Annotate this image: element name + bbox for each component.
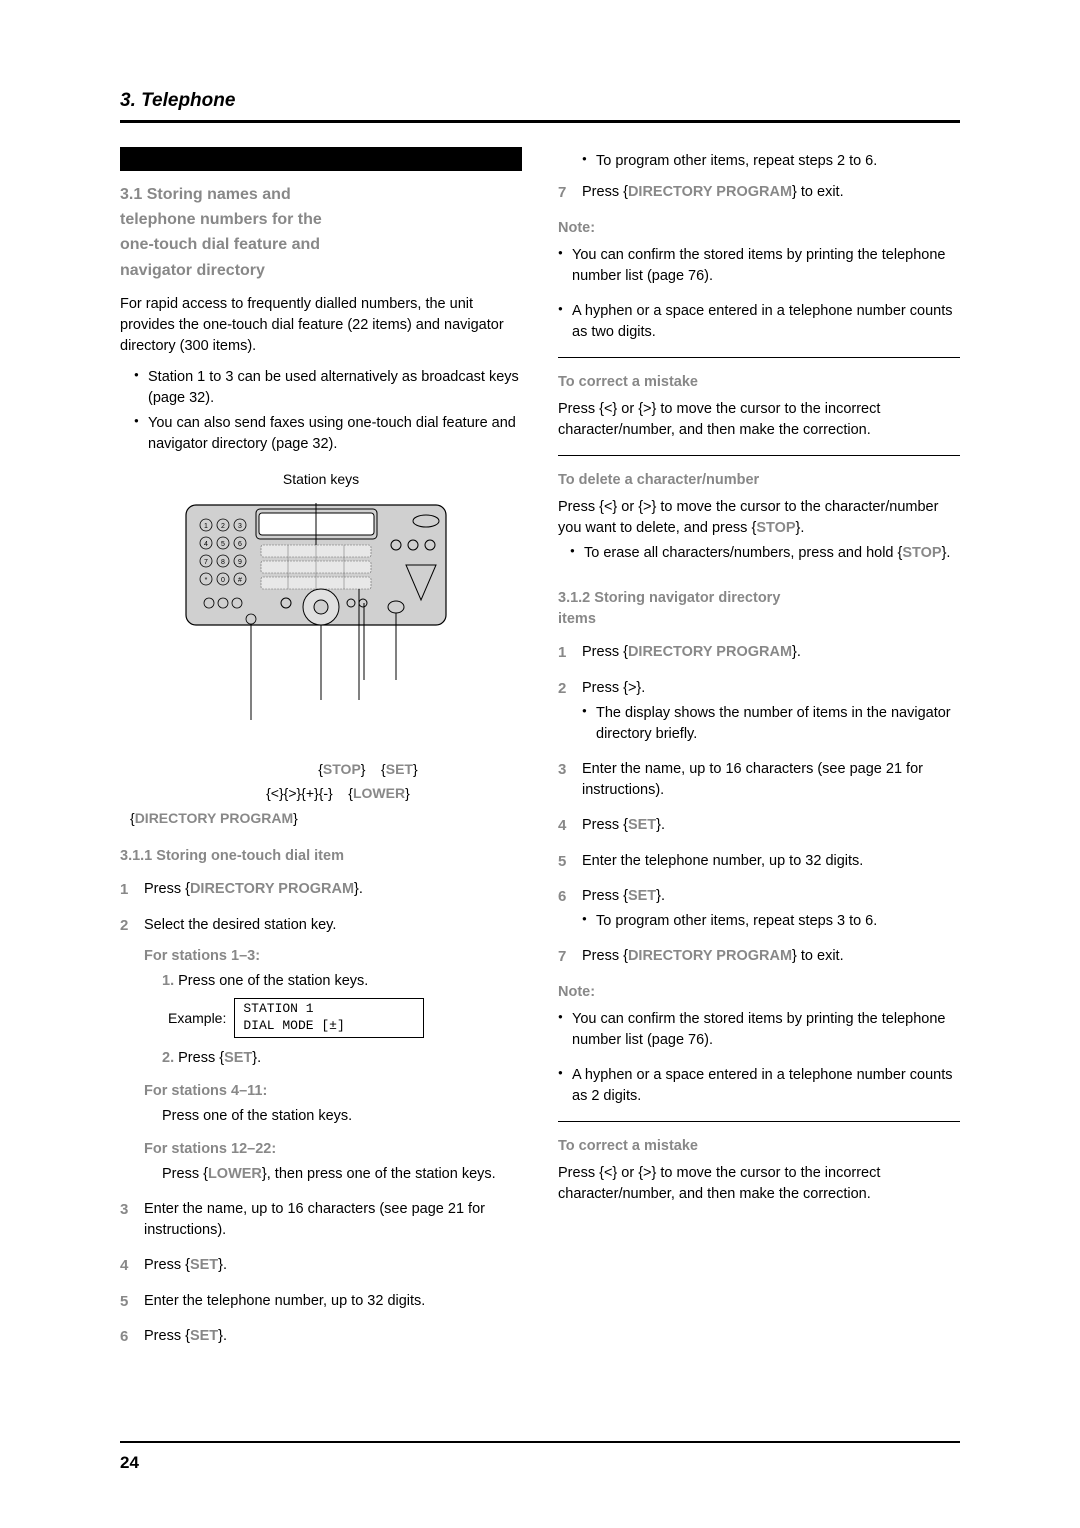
- svg-text:1: 1: [204, 523, 208, 530]
- mistake-para: Press {<} or {>} to move the cursor to t…: [558, 399, 960, 441]
- stations-1-3: For stations 1–3:: [144, 946, 522, 967]
- svg-text:6: 6: [238, 541, 242, 548]
- r-mistake-title: To correct a mistake: [558, 1136, 960, 1157]
- section-title-line1: 3.1 Storing names and: [120, 183, 522, 206]
- section-title-line2: telephone numbers for the: [120, 208, 522, 231]
- page-footer: 24: [120, 1441, 960, 1473]
- step6-continuation: To program other items, repeat steps 2 t…: [582, 151, 960, 172]
- svg-text:#: #: [238, 577, 242, 584]
- divider-2: [558, 455, 960, 456]
- step-2: 2 Select the desired station key. For st…: [120, 915, 522, 1185]
- r-mistake-para: Press {<} or {>} to move the cursor to t…: [558, 1163, 960, 1205]
- lcd-example: STATION 1 DIAL MODE [±]: [234, 998, 424, 1038]
- delete-para: Press {<} or {>} to move the cursor to t…: [558, 497, 960, 539]
- step-6: 6 Press {SET}.: [120, 1326, 522, 1348]
- key-row-1: {STOP} {SET}: [120, 759, 522, 779]
- delete-title: To delete a character/number: [558, 470, 960, 491]
- device-diagram: 1 2 3 4 5 6 7 8 9 * 0 #: [181, 495, 461, 755]
- stations-12-22: For stations 12–22:: [144, 1139, 522, 1160]
- step-num-2: 2: [120, 915, 144, 1185]
- right-column: To program other items, repeat steps 2 t…: [558, 147, 960, 1362]
- divider-3: [558, 1121, 960, 1122]
- subsection-312-a: 3.1.2 Storing navigator directory: [558, 588, 960, 609]
- subsection-312-b: items: [558, 609, 960, 630]
- svg-text:5: 5: [221, 541, 225, 548]
- svg-text:*: *: [205, 577, 208, 584]
- svg-text:9: 9: [238, 559, 242, 566]
- step-5: 5 Enter the telephone number, up to 32 d…: [120, 1291, 522, 1313]
- r-step-6: 6 Press {SET}. To program other items, r…: [558, 886, 960, 932]
- r-step-1: 1 Press {DIRECTORY PROGRAM}.: [558, 642, 960, 664]
- note-list: You can confirm the stored items by prin…: [558, 245, 960, 343]
- intro-bullets: Station 1 to 3 can be used alternatively…: [120, 367, 522, 455]
- divider-1: [558, 357, 960, 358]
- step-7: 7 Press {DIRECTORY PROGRAM} to exit.: [558, 182, 960, 204]
- page-number: 24: [120, 1453, 960, 1473]
- section-title-line4: navigator directory: [120, 259, 522, 282]
- svg-text:4: 4: [204, 541, 208, 548]
- station-keys-label: Station keys: [120, 469, 522, 489]
- key-row-2: {<}{>}{+}{-} {LOWER}: [120, 783, 522, 803]
- left-column: 3.1 Storing names and telephone numbers …: [120, 147, 522, 1362]
- section-title-line3: one-touch dial feature and: [120, 233, 522, 256]
- r-step-7: 7 Press {DIRECTORY PROGRAM} to exit.: [558, 946, 960, 968]
- svg-text:2: 2: [221, 523, 225, 530]
- step-body-1: Press {DIRECTORY PROGRAM}.: [144, 879, 522, 901]
- svg-text:3: 3: [238, 523, 242, 530]
- delete-bullet: To erase all characters/numbers, press a…: [570, 543, 960, 564]
- mistake-title: To correct a mistake: [558, 372, 960, 393]
- r-step-4: 4 Press {SET}.: [558, 815, 960, 837]
- stations-4-11: For stations 4–11:: [144, 1081, 522, 1102]
- intro-bullet-2: You can also send faxes using one-touch …: [134, 413, 522, 455]
- svg-text:7: 7: [204, 559, 208, 566]
- svg-text:0: 0: [221, 577, 225, 584]
- svg-text:8: 8: [221, 559, 225, 566]
- step-4: 4 Press {SET}.: [120, 1255, 522, 1277]
- r-note-label: Note:: [558, 982, 960, 1003]
- page-header: 3. Telephone: [120, 90, 960, 123]
- subsection-311: 3.1.1 Storing one-touch dial item: [120, 846, 522, 867]
- step-body-2: Select the desired station key. For stat…: [144, 915, 522, 1185]
- key-row-3: {DIRECTORY PROGRAM}: [130, 808, 522, 828]
- note-label: Note:: [558, 218, 960, 239]
- step-1: 1 Press {DIRECTORY PROGRAM}.: [120, 879, 522, 901]
- r-step-5: 5 Enter the telephone number, up to 32 d…: [558, 851, 960, 873]
- section-bar: [120, 147, 522, 171]
- chapter-title: 3. Telephone: [120, 90, 960, 112]
- r-step-2: 2 Press {>}. The display shows the numbe…: [558, 678, 960, 745]
- main-content: 3.1 Storing names and telephone numbers …: [120, 147, 960, 1362]
- step-3: 3 Enter the name, up to 16 characters (s…: [120, 1199, 522, 1241]
- intro-para: For rapid access to frequently dialled n…: [120, 294, 522, 357]
- intro-bullet-1: Station 1 to 3 can be used alternatively…: [134, 367, 522, 409]
- step-num-1: 1: [120, 879, 144, 901]
- r-step-3: 3 Enter the name, up to 16 characters (s…: [558, 759, 960, 801]
- example-row: Example: STATION 1 DIAL MODE [±]: [168, 998, 522, 1038]
- r-note-list: You can confirm the stored items by prin…: [558, 1009, 960, 1107]
